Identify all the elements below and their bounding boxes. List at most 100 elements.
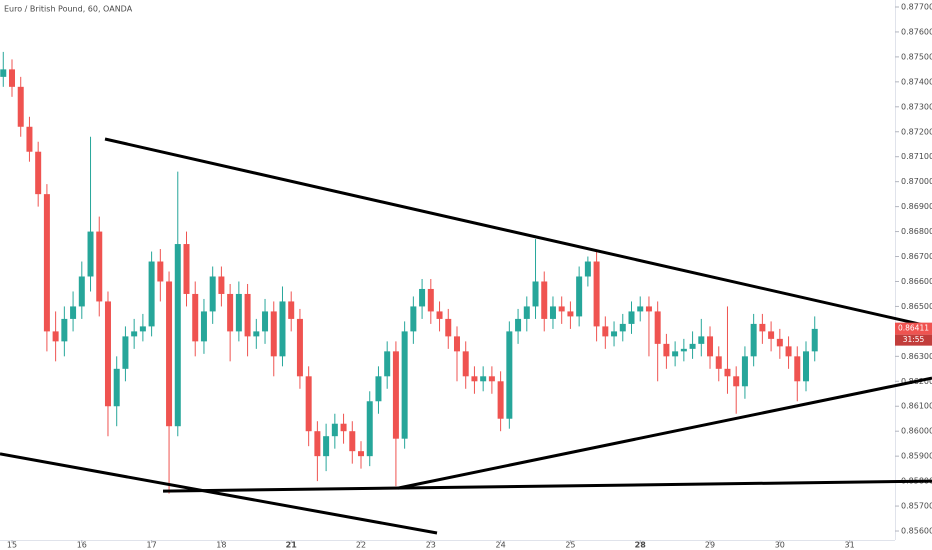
candle-body — [61, 318, 68, 342]
candle-body — [576, 276, 583, 317]
candle-body — [532, 281, 539, 307]
x-tick-label: 17 — [147, 541, 157, 550]
x-tick-label: 23 — [426, 541, 436, 550]
y-tick-label: 0.87500 — [901, 52, 932, 61]
y-tick-label: 0.86600 — [901, 277, 932, 286]
candle-body — [192, 293, 199, 342]
candle-body — [672, 351, 679, 357]
countdown-badge — [895, 334, 932, 346]
candle-body — [78, 276, 85, 307]
candle-body — [707, 336, 714, 357]
candle-body — [349, 431, 356, 452]
candle-body — [305, 376, 312, 432]
candle-body — [462, 351, 469, 377]
x-tick-label: 16 — [77, 541, 87, 550]
y-tick-label: 0.86000 — [901, 427, 932, 436]
candle-body — [488, 376, 495, 382]
trend-line — [397, 376, 932, 490]
candle-body — [358, 451, 365, 457]
candle-body — [183, 244, 190, 294]
candle-body — [96, 231, 103, 302]
y-tick-label: 0.86500 — [901, 302, 932, 311]
candle-body — [323, 436, 330, 457]
candle-body — [794, 356, 801, 382]
candle-body — [0, 69, 7, 77]
candle-body — [741, 356, 748, 387]
x-tick-label: 21 — [286, 541, 298, 550]
y-tick-label: 0.86900 — [901, 202, 932, 211]
candle-body — [759, 323, 766, 332]
candle-body — [584, 261, 591, 277]
candle-body — [227, 293, 234, 332]
candle-body — [87, 231, 94, 277]
candle-body — [375, 376, 382, 402]
y-tick-label: 0.87300 — [901, 102, 932, 111]
candle-body — [436, 311, 443, 319]
candle-body — [366, 401, 373, 457]
candle-body — [427, 288, 434, 312]
candle-body — [340, 423, 347, 432]
candle-body — [331, 423, 338, 437]
y-tick-label: 0.85600 — [901, 527, 932, 536]
trend-line — [0, 452, 438, 535]
candle-body — [17, 86, 24, 127]
x-tick-label: 15 — [7, 541, 17, 550]
candle-body — [296, 318, 303, 377]
candle-body — [419, 288, 426, 307]
candle-body — [384, 351, 391, 377]
candle-body — [392, 351, 399, 439]
candle-body — [401, 331, 408, 439]
candle-body — [628, 311, 635, 324]
candle-body — [750, 323, 757, 357]
candle-body — [157, 261, 164, 282]
candle-body — [262, 311, 269, 332]
x-tick-label: 24 — [496, 541, 506, 550]
candle-body — [768, 331, 775, 339]
candle-body — [410, 306, 417, 332]
candle-body — [113, 368, 120, 407]
candle-body — [549, 306, 556, 319]
candle-body — [803, 351, 810, 382]
candle-body — [453, 336, 460, 352]
candle-body — [445, 318, 452, 337]
x-tick-label: 29 — [705, 541, 715, 550]
candle-body — [558, 306, 565, 312]
candle-body — [724, 368, 731, 377]
candle-body — [567, 311, 574, 317]
candle-body — [611, 331, 618, 337]
y-tick-label: 0.85700 — [901, 502, 932, 511]
candle-body — [8, 69, 15, 87]
candle-body — [541, 281, 548, 319]
candle-body — [776, 338, 783, 347]
candle-body — [209, 276, 216, 312]
y-tick-label: 0.87600 — [901, 27, 932, 36]
x-tick-label: 30 — [775, 541, 785, 550]
candle-body — [35, 151, 42, 195]
candle-body — [602, 326, 609, 337]
candle-body — [515, 318, 522, 332]
candle-body — [235, 293, 242, 332]
candle-body — [715, 356, 722, 369]
y-tick-label: 0.87700 — [901, 2, 932, 11]
trend-line — [104, 137, 932, 329]
candle-body — [279, 301, 286, 357]
x-tick-label: 28 — [635, 541, 647, 550]
candle-body — [689, 343, 696, 349]
candle-body — [654, 311, 661, 344]
candle-body — [663, 343, 670, 357]
candle-body — [619, 323, 626, 332]
countdown-label: 31:55 — [903, 335, 925, 344]
candle-body — [811, 328, 818, 352]
candle-body — [480, 376, 487, 382]
candle-body — [174, 244, 181, 427]
x-tick-label: 25 — [565, 541, 575, 550]
candle-body — [698, 336, 705, 344]
candle-body — [497, 381, 504, 419]
y-tick-label: 0.86800 — [901, 227, 932, 236]
candle-body — [270, 311, 277, 357]
candle-body — [680, 348, 687, 352]
candle-body — [218, 276, 225, 294]
candle-body — [200, 311, 207, 342]
